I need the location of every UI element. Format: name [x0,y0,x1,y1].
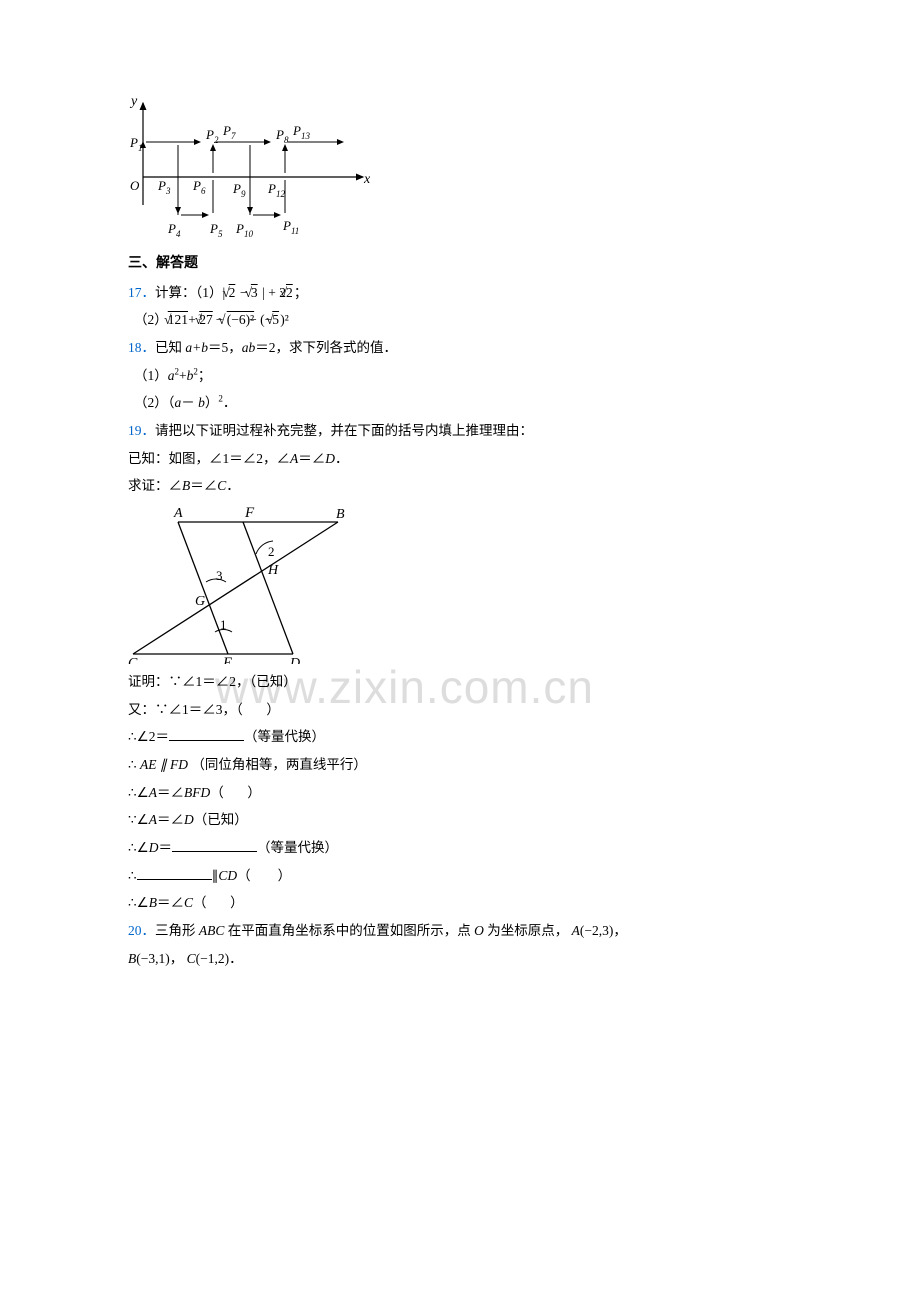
svg-text:F: F [244,505,255,521]
q20-line2: B(−3,1)， C(−1,2)． [128,945,792,973]
svg-text:P7: P7 [222,123,236,141]
svg-text:P1: P1 [129,135,142,153]
svg-text:P6: P6 [192,178,206,196]
svg-text:P13: P13 [292,123,310,141]
q17-prefix: 计算： [155,285,196,300]
svg-text:A: A [173,506,183,521]
blank-2[interactable] [172,837,257,852]
q18-line1: 18．已知 a+b＝5，ab＝2，求下列各式的值． [128,334,792,362]
proof-l3: ∴∠2＝（等量代换） [128,723,792,751]
svg-text:H: H [267,563,279,578]
q17-line1: 17．计算：（1）| 2√ − 3√ | + 22√ ； [128,279,792,307]
q17-line2: （2）121√ + 327√ − (−6)²√ − (−5√ )² [128,306,792,334]
blank-1[interactable] [169,727,244,742]
q19-given: 已知：如图，∠1＝∠2，∠A＝∠D． [128,445,792,473]
q20-num: 20． [128,923,155,938]
proof-l9: ∴∠B＝∠C（ ） [128,889,792,917]
svg-text:O: O [130,178,140,193]
svg-text:3: 3 [216,568,223,583]
q20-line1: 20．三角形 ABC 在平面直角坐标系中的位置如图所示，点 O 为坐标原点， A… [128,917,792,945]
svg-text:B: B [336,507,345,522]
svg-text:E: E [222,655,232,664]
proof-l7: ∴∠D＝（等量代换） [128,834,792,862]
svg-text:P4: P4 [167,221,181,239]
svg-text:P10: P10 [235,221,253,239]
svg-text:D: D [289,656,300,664]
q19-intro: 19．请把以下证明过程补充完整，并在下面的括号内填上推理理由： [128,417,792,445]
proof-l2: 又：∵∠1＝∠3，（ ） [128,696,792,724]
svg-text:G: G [195,594,205,609]
svg-text:P5: P5 [209,221,223,239]
svg-text:1: 1 [220,617,227,632]
coordinate-figure: y x O P1 P2 P3 P4 P5 P6 P7 P8 P9 P10 P11… [128,95,378,250]
svg-text:P3: P3 [157,178,171,196]
svg-text:x: x [363,172,371,187]
q18-num: 18． [128,340,155,355]
svg-text:C: C [128,656,138,664]
q18-part2: （2）（a－ b）2． [128,389,792,417]
proof-l6: ∵∠A＝∠D（已知） [128,806,792,834]
geometry-figure: A F B C E D G H 2 3 1 [128,504,358,664]
section-heading: 三、解答题 [128,250,792,279]
svg-text:P11: P11 [282,218,299,236]
q18-part1: （1）a2+b2； [128,362,792,390]
svg-text:2: 2 [268,544,275,559]
proof-l1: 证明：∵∠1＝∠2，（已知） [128,668,792,696]
svg-text:P12: P12 [267,181,285,199]
svg-text:P8: P8 [275,127,289,145]
proof-l8: ∴∥CD（ ） [128,862,792,890]
svg-text:P9: P9 [232,181,246,199]
proof-l4: ∴ AE ∥ FD （同位角相等，两直线平行） [128,751,792,779]
page-content: y x O P1 P2 P3 P4 P5 P6 P7 P8 P9 P10 P11… [128,95,792,972]
blank-3[interactable] [137,865,212,880]
svg-text:y: y [129,95,138,109]
q19-num: 19． [128,423,155,438]
q19-prove: 求证：∠B＝∠C． [128,472,792,500]
proof-l5: ∴∠A＝∠BFD（ ） [128,779,792,807]
q17-num: 17． [128,285,155,300]
